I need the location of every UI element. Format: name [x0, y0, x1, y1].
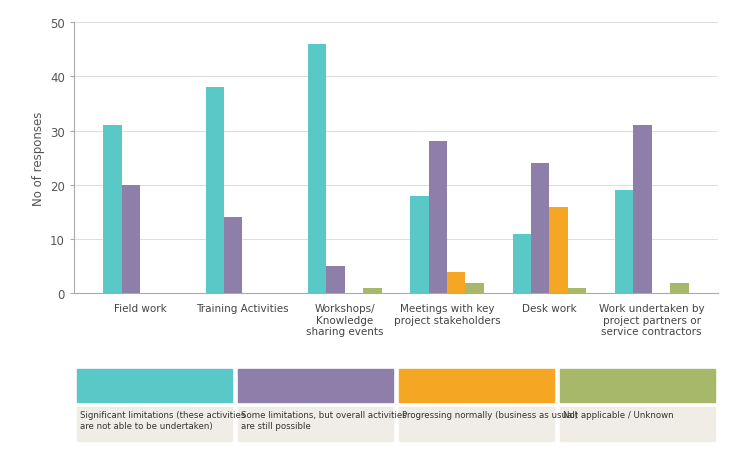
- Bar: [224, 218, 243, 294]
- Bar: [399, 407, 554, 441]
- Bar: [670, 283, 688, 294]
- Bar: [560, 369, 715, 403]
- Bar: [560, 407, 715, 441]
- Bar: [326, 267, 345, 294]
- Bar: [238, 369, 393, 403]
- Bar: [428, 142, 447, 294]
- Bar: [410, 196, 428, 294]
- Y-axis label: No of responses: No of responses: [32, 111, 44, 206]
- Text: Progressing normally (business as usual): Progressing normally (business as usual): [403, 410, 578, 419]
- Bar: [104, 126, 121, 294]
- Bar: [568, 288, 586, 294]
- Bar: [615, 191, 633, 294]
- Bar: [399, 369, 554, 403]
- Bar: [77, 369, 232, 403]
- Bar: [363, 288, 382, 294]
- Bar: [121, 185, 140, 294]
- Bar: [77, 407, 232, 441]
- Bar: [206, 88, 224, 294]
- Bar: [531, 164, 549, 294]
- Text: Some limitations, but overall activities
are still possible: Some limitations, but overall activities…: [241, 410, 407, 430]
- Bar: [308, 45, 326, 294]
- Bar: [465, 283, 484, 294]
- Bar: [447, 272, 465, 294]
- Text: Significant limitations (these activities
are not able to be undertaken): Significant limitations (these activitie…: [81, 410, 246, 430]
- Bar: [633, 126, 652, 294]
- Bar: [238, 407, 393, 441]
- Bar: [513, 234, 531, 294]
- Bar: [549, 207, 568, 294]
- Text: Not applicable / Unknown: Not applicable / Unknown: [563, 410, 674, 419]
